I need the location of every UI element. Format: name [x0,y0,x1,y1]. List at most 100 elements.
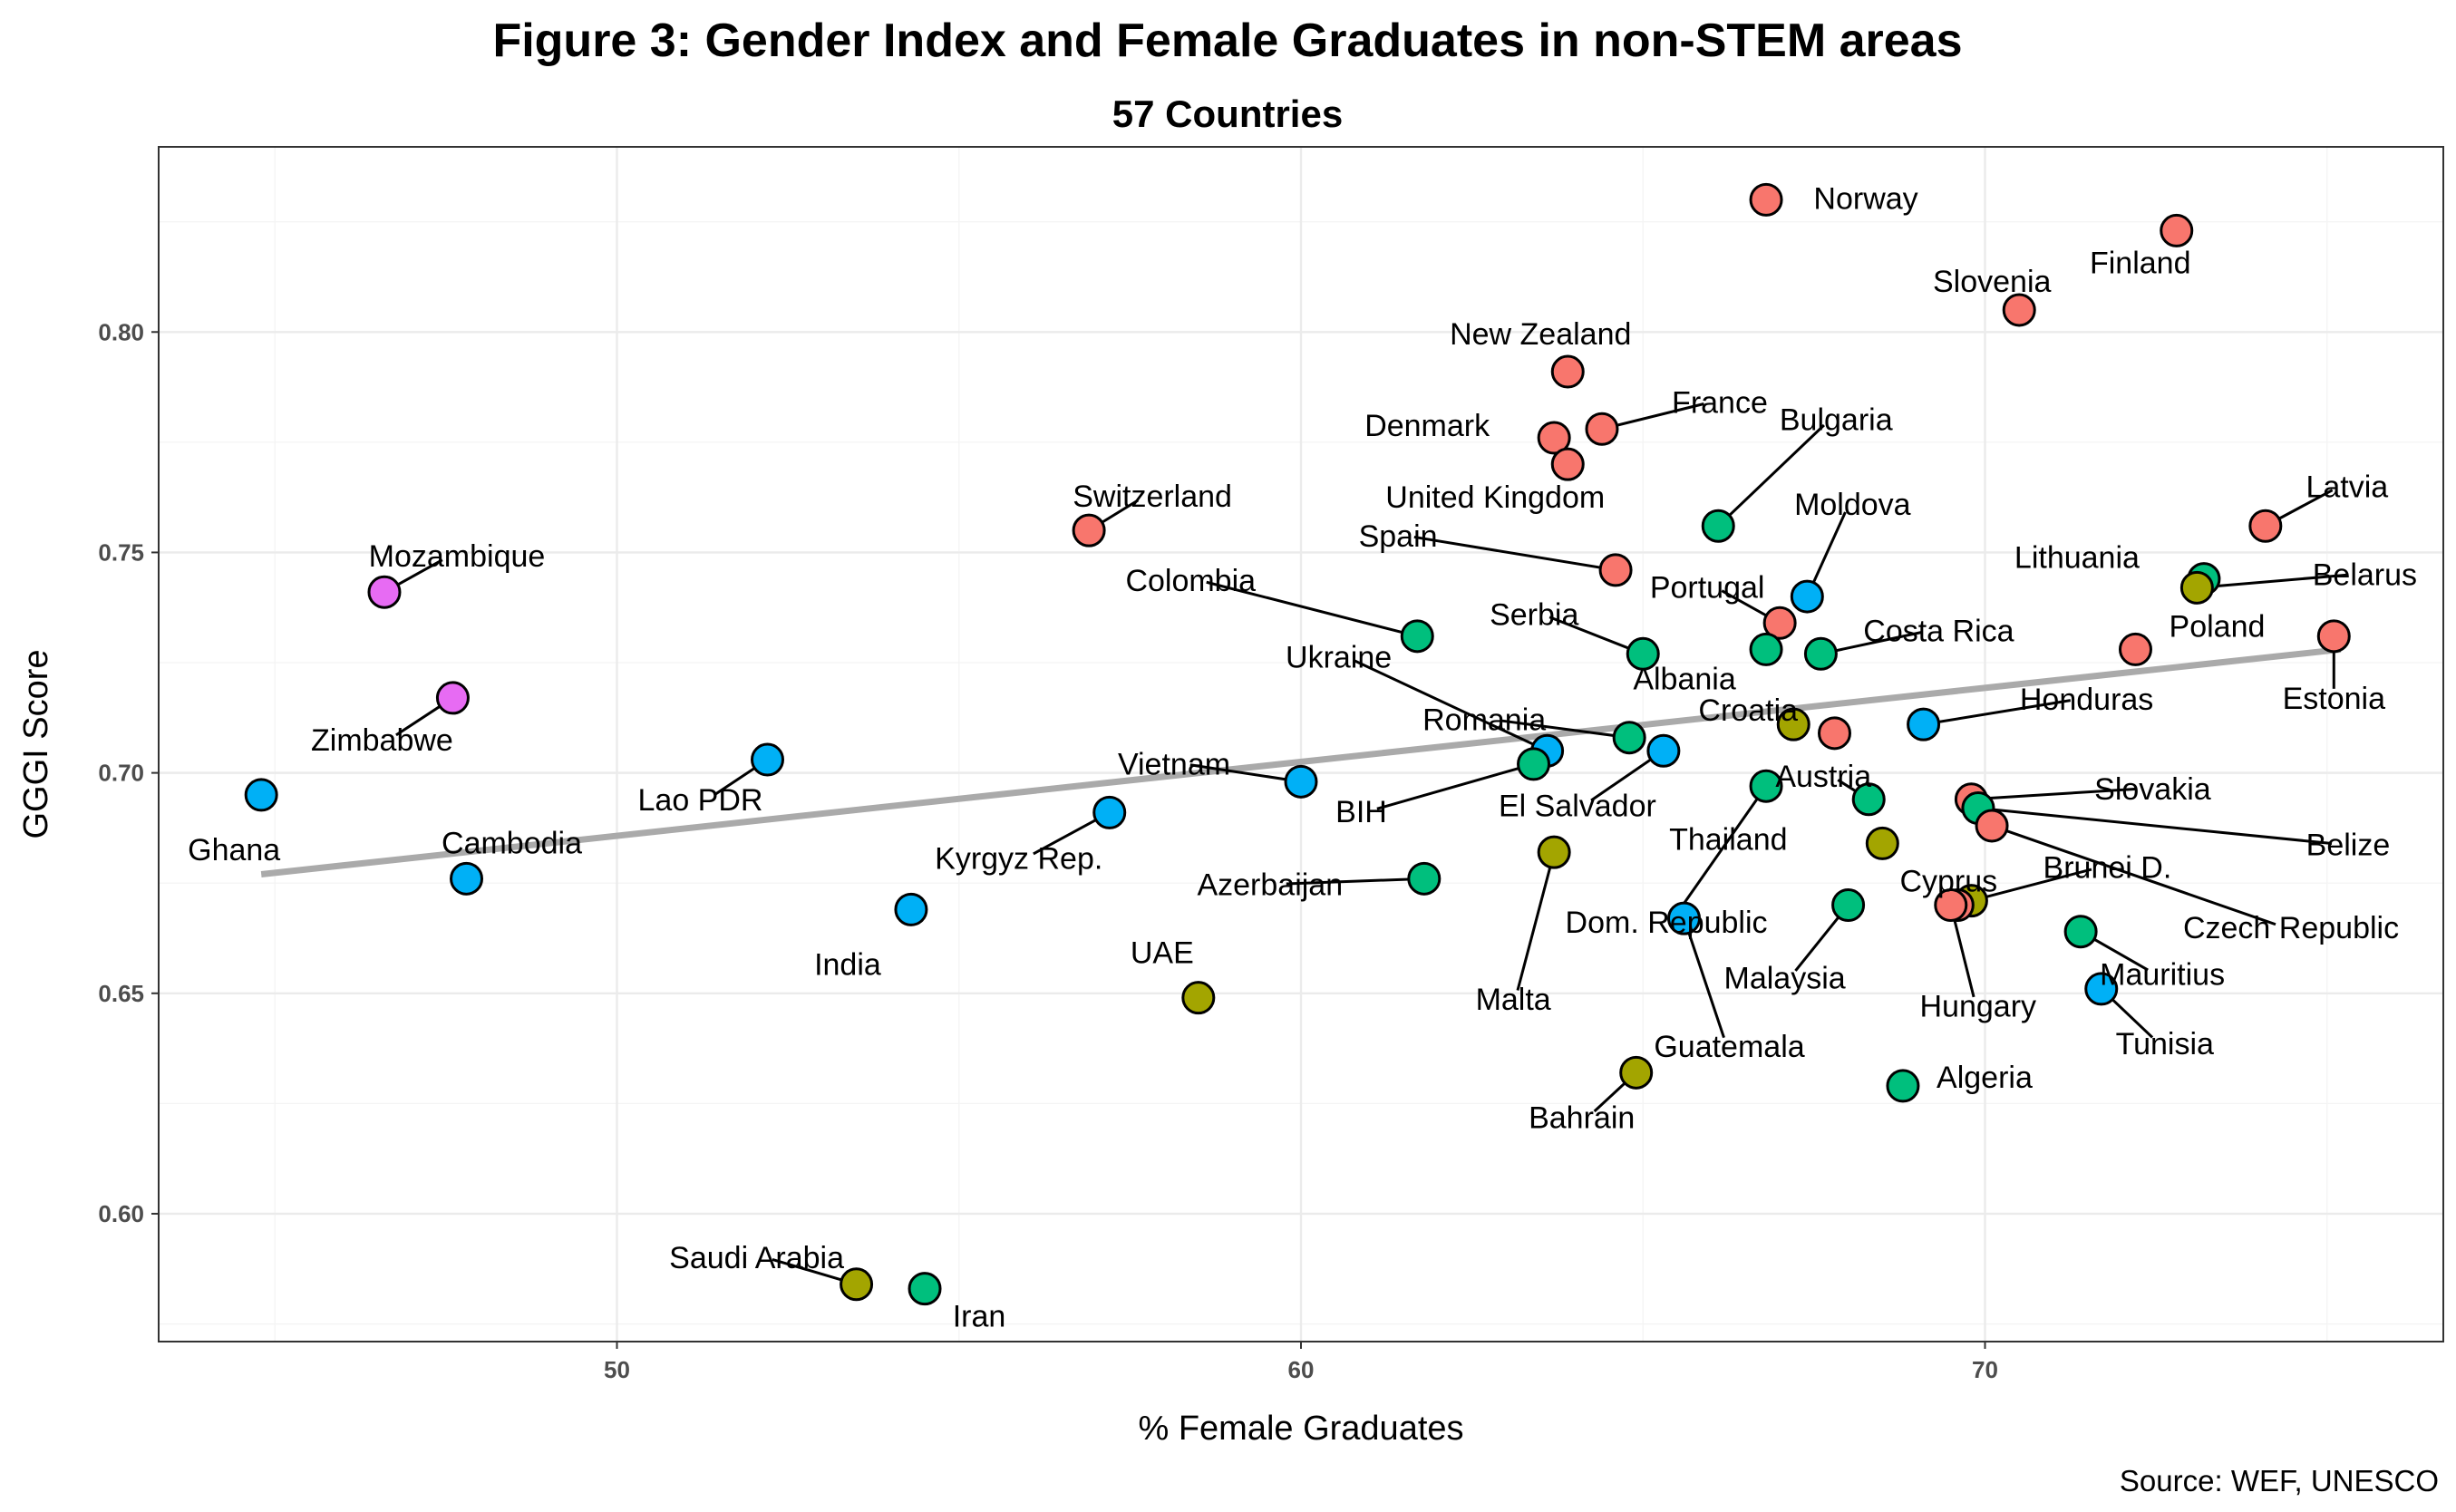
point-cambodia [450,861,484,896]
point-lao-pdr-label: Lao PDR [638,783,763,818]
point-guatemala-label: Guatemala [1654,1030,1804,1064]
point-spain [1598,553,1633,587]
point-czech-republic [1975,809,2009,843]
y-tick-label: 0.70 [98,760,144,787]
point-costa-rica [1803,636,1838,671]
point-croatia [1818,716,1852,751]
point-new-zealand-label: New Zealand [1450,317,1631,352]
point-romania-label: Romania [1422,703,1546,738]
point-malaysia [1831,888,1866,923]
point-denmark-label: Denmark [1364,409,1490,443]
point-romania [1612,721,1646,755]
point-dom-republic-label: Dom. Republic [1566,906,1768,940]
point-honduras [1907,707,1941,741]
point-bih [1517,747,1551,781]
point-azerbaijan-leader-line [1286,877,1424,886]
point-denmark [1537,421,1571,455]
point-croatia [1776,707,1810,741]
y-tick-label: 0.60 [98,1200,144,1227]
x-tick-label: 50 [604,1356,630,1383]
point-latvia [2248,509,2283,543]
point-slovenia [2002,293,2036,327]
x-tick-label: 70 [1972,1356,1998,1383]
point-serbia-label: Serbia [1490,597,1578,632]
point-vietnam-label: Vietnam [1118,747,1230,781]
point-belarus [2179,570,2214,605]
point-belarus-label: Belarus [2313,557,2417,592]
point-latvia-label: Latvia [2306,470,2388,504]
point-bulgaria [1701,509,1735,543]
point-zimbabwe-label: Zimbabwe [311,723,453,758]
point-belize-label: Belize [2306,829,2391,863]
point-tunisia-label: Tunisia [2116,1027,2214,1061]
point-dom-republic-leader-line [1675,785,1768,916]
point-saudi-arabia [840,1267,874,1302]
point-malta-leader-line [1516,851,1556,991]
point-kyrgyz-rep [1092,795,1127,829]
point-algeria-label: Algeria [1937,1061,2033,1095]
point-india [894,892,928,926]
point-bih-leader-line [1376,762,1534,810]
point-moldova [1790,579,1824,614]
point-bulgaria-leader-line [1717,423,1825,528]
point-azerbaijan [1407,861,1442,896]
point-spain-label: Spain [1359,519,1438,554]
point-el-salvador-label: El Salvador [1499,789,1656,823]
point-el-salvador [1646,733,1681,768]
point-brunei-d-leader-line [1971,867,2092,903]
point-iran [908,1272,942,1306]
point-hungary-label: Hungary [1920,990,2037,1024]
point-ghana-label: Ghana [188,833,280,867]
data-points [244,182,2351,1306]
point-malaysia-label: Malaysia [1724,962,1846,996]
leader-lines [383,402,2349,1286]
point-lithuania-label: Lithuania [2014,541,2140,576]
x-tick-label: 60 [1288,1356,1315,1383]
point-thailand [1865,826,1899,860]
point-brunei-d-label: Brunei D. [2043,851,2172,886]
point-bahrain-label: Bahrain [1529,1100,1635,1135]
point-colombia [1400,619,1434,654]
point-united-kingdom [1550,447,1585,481]
point-czech-republic-label: Czech Republic [2183,911,2399,945]
point-malta-label: Malta [1476,983,1551,1017]
point-honduras-leader-line [1923,699,2072,726]
point-belize-leader-line [1977,807,2333,846]
point-norway-label: Norway [1813,181,1917,216]
point-costa-rica-leader-line [1820,630,1924,655]
point-france-label: France [1672,385,1768,420]
point-colombia-leader-line [1206,580,1418,638]
point-ukraine-label: Ukraine [1286,640,1392,674]
point-slovenia-label: Slovenia [1933,265,2052,299]
point-mauritius-label: Mauritius [2100,958,2225,993]
point-norway [1749,182,1783,217]
point-india-label: India [814,947,881,982]
point-malta [1537,835,1571,869]
point-switzerland [1072,513,1106,548]
trend-line [260,645,2342,877]
point-costa-rica-label: Costa Rica [1863,614,2014,648]
trend-line-layer [260,645,2342,877]
point-portugal [1762,606,1797,640]
point-moldova-label: Moldova [1794,488,1911,522]
source-caption: Source: WEF, UNESCO [2120,1464,2439,1497]
point-algeria [1886,1069,1920,1103]
point-estonia [2316,619,2351,654]
point-estonia-label: Estonia [2283,682,2385,716]
point-hungary [1934,888,1968,923]
point-guatemala-leader-line [1683,917,1725,1039]
point-croatia-label: Croatia [1698,693,1798,728]
point-ukraine-leader-line [1353,659,1548,752]
point-cambodia-label: Cambodia [442,826,582,860]
y-tick-label: 0.75 [98,538,144,566]
point-spain-leader-line [1413,535,1616,572]
point-dom-republic [1749,769,1783,803]
point-cyprus-label: Cyprus [1899,865,1997,899]
point-tunisia [2084,972,2119,1006]
point-bahrain [1619,1055,1654,1090]
point-azerbaijan-label: Azerbaijan [1197,867,1343,902]
axis-ticks: 50 60 70 0.60 0.65 0.70 0.75 0.80 [98,318,1998,1383]
point-new-zealand [1550,354,1585,389]
point-kyrgyz-rep-label: Kyrgyz Rep. [935,841,1102,876]
point-finland [2160,213,2194,247]
